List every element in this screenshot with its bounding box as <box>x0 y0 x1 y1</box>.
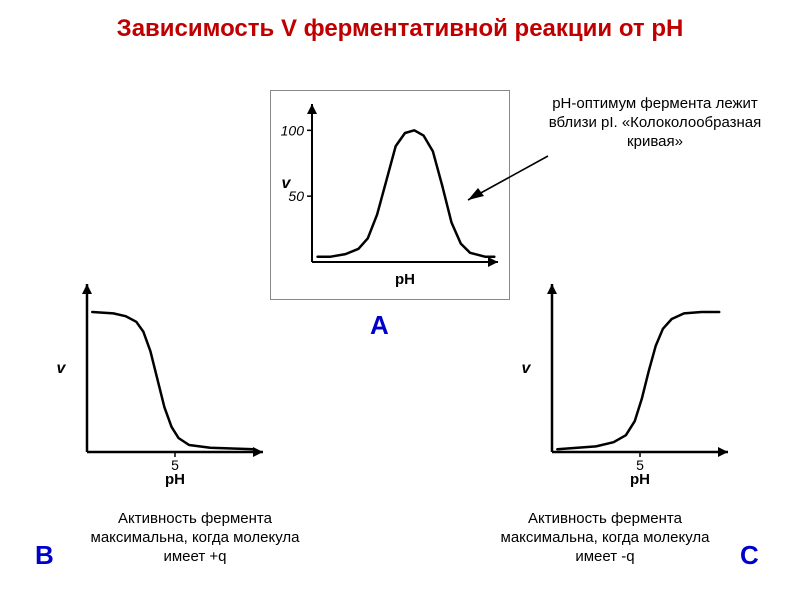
chart-b: 5pHv <box>45 270 275 490</box>
chart-c: 5pHv <box>510 270 740 490</box>
svg-text:pH: pH <box>630 471 650 488</box>
chart-a-label: A <box>370 310 389 341</box>
chart-b-svg: 5pHv <box>45 270 275 490</box>
caption-b: Активность фермента максимальна, когда м… <box>85 510 305 566</box>
page-title: Зависимость V ферментативной реакции от … <box>0 0 800 48</box>
svg-text:100: 100 <box>281 122 305 138</box>
svg-text:v: v <box>522 360 532 377</box>
chart-b-label: B <box>35 540 54 571</box>
arrow-icon <box>460 152 560 212</box>
caption-c: Активность фермента максимальна, когда м… <box>495 510 715 566</box>
svg-text:v: v <box>57 360 67 377</box>
chart-c-svg: 5pHv <box>510 270 740 490</box>
svg-text:v: v <box>282 175 292 192</box>
svg-text:pH: pH <box>395 271 415 288</box>
chart-c-label: C <box>740 540 759 571</box>
svg-text:50: 50 <box>288 188 304 204</box>
svg-text:pH: pH <box>165 471 185 488</box>
annotation-ph-optimum: pH-оптимум фермента лежит вблизи pI. «Ко… <box>545 95 765 151</box>
